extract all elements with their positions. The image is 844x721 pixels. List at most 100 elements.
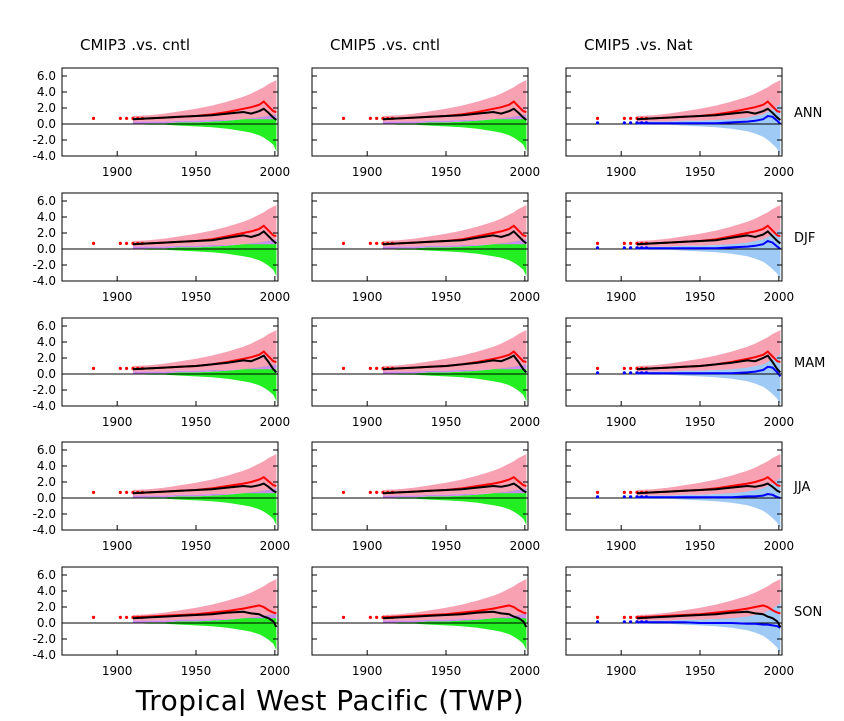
panel-frame bbox=[61, 317, 279, 407]
panel-frame bbox=[565, 566, 783, 656]
overlap-envelope bbox=[382, 114, 527, 124]
early-point-red bbox=[118, 241, 122, 245]
column-title: CMIP3 .vs. cntl bbox=[80, 36, 190, 54]
y-tick-label: -2.0 bbox=[33, 383, 56, 397]
early-point-blue bbox=[629, 495, 633, 499]
column-title: CMIP5 .vs. Nat bbox=[584, 36, 693, 54]
observed-trend-line bbox=[132, 354, 278, 374]
y-tick-label: -4.0 bbox=[33, 274, 56, 288]
panel-djf-col2: 1900 1950 2000 bbox=[311, 192, 541, 304]
y-tick-label: 0.0 bbox=[37, 616, 56, 630]
x-tick-label: 1900 bbox=[102, 664, 133, 678]
early-point-red bbox=[125, 490, 129, 494]
x-tick-label: 2000 bbox=[260, 415, 291, 429]
y-tick-label: 2.0 bbox=[37, 101, 56, 115]
overlap-envelope bbox=[382, 488, 527, 498]
early-point-red bbox=[368, 241, 372, 245]
forced-envelope bbox=[636, 454, 781, 496]
panel-ann-col3: 1900 1950 2000 ANN bbox=[565, 67, 822, 179]
early-point-red bbox=[91, 366, 96, 370]
y-tick-label: 0.0 bbox=[37, 242, 56, 256]
panel-jja-col1: -4.0 -2.0 0.0 2.0 4.0 6.0 1900 1950 2000 bbox=[33, 441, 290, 553]
y-tick-label: 6.0 bbox=[37, 194, 56, 208]
early-point-red bbox=[595, 615, 600, 620]
x-tick-label: 1950 bbox=[685, 415, 716, 429]
x-tick-label: 1950 bbox=[431, 539, 462, 553]
early-point-red bbox=[368, 366, 372, 370]
row-label: DJF bbox=[794, 231, 815, 246]
forced-envelope bbox=[382, 80, 527, 122]
x-tick-label: 1900 bbox=[352, 539, 383, 553]
observed-trend-line bbox=[132, 230, 278, 246]
x-tick-label: 1950 bbox=[685, 165, 716, 179]
x-tick-label: 2000 bbox=[510, 165, 541, 179]
x-tick-label: 1900 bbox=[606, 165, 637, 179]
x-tick-label: 1950 bbox=[431, 165, 462, 179]
x-tick-label: 1900 bbox=[102, 290, 133, 304]
panel-frame bbox=[311, 317, 529, 407]
y-tick-label: -2.0 bbox=[33, 133, 56, 147]
x-tick-label: 1950 bbox=[431, 415, 462, 429]
y-tick-label: -2.0 bbox=[33, 507, 56, 521]
y-tick-label: 2.0 bbox=[37, 351, 56, 365]
x-tick-label: 1950 bbox=[685, 290, 716, 304]
x-tick-label: 2000 bbox=[260, 664, 291, 678]
overlap-envelope bbox=[382, 364, 527, 374]
early-point-blue bbox=[595, 495, 600, 499]
x-tick-label: 1950 bbox=[685, 539, 716, 553]
observed-trend-line bbox=[636, 610, 782, 628]
early-point-red bbox=[125, 241, 129, 245]
forced-envelope bbox=[382, 454, 527, 496]
early-point-red bbox=[629, 615, 633, 620]
early-point-blue bbox=[629, 620, 633, 624]
y-tick-label: 6.0 bbox=[37, 443, 56, 457]
early-point-red bbox=[595, 241, 600, 245]
early-point-red bbox=[622, 615, 626, 620]
x-tick-label: 1950 bbox=[181, 664, 212, 678]
y-tick-label: 2.0 bbox=[37, 600, 56, 614]
natural-mean-line bbox=[636, 239, 782, 250]
x-tick-label: 2000 bbox=[510, 290, 541, 304]
x-tick-label: 1900 bbox=[102, 415, 133, 429]
forced-envelope bbox=[132, 80, 277, 122]
early-point-blue bbox=[595, 371, 600, 375]
y-tick-label: 6.0 bbox=[37, 69, 56, 83]
panel-frame bbox=[311, 566, 529, 656]
early-point-red bbox=[125, 615, 129, 620]
early-point-blue bbox=[622, 121, 626, 125]
observed-trend-line bbox=[382, 610, 528, 628]
x-tick-label: 2000 bbox=[510, 415, 541, 429]
y-tick-label: 6.0 bbox=[37, 568, 56, 582]
early-point-red bbox=[595, 116, 600, 120]
natural-envelope bbox=[636, 104, 781, 155]
natural-envelope bbox=[636, 603, 781, 654]
forced-envelope bbox=[382, 579, 527, 621]
overlap-envelope bbox=[132, 488, 277, 498]
x-tick-label: 1900 bbox=[606, 664, 637, 678]
early-point-red bbox=[595, 490, 600, 494]
natural-mean-line bbox=[636, 492, 781, 499]
early-point-red bbox=[375, 366, 379, 370]
panel-frame bbox=[61, 192, 279, 282]
forced-envelope bbox=[636, 579, 781, 621]
x-tick-label: 2000 bbox=[510, 664, 541, 678]
early-point-red bbox=[629, 366, 633, 370]
x-tick-label: 2000 bbox=[764, 664, 795, 678]
y-tick-label: 4.0 bbox=[37, 85, 56, 99]
y-tick-label: -2.0 bbox=[33, 632, 56, 646]
x-tick-label: 1900 bbox=[606, 415, 637, 429]
early-point-red bbox=[91, 116, 96, 120]
row-label: SON bbox=[794, 605, 822, 620]
early-point-red bbox=[595, 366, 600, 370]
x-tick-label: 1900 bbox=[102, 539, 133, 553]
forced-envelope bbox=[132, 454, 277, 496]
x-tick-label: 2000 bbox=[764, 290, 795, 304]
forced-envelope bbox=[636, 80, 781, 122]
early-point-blue bbox=[629, 371, 633, 375]
panel-frame bbox=[311, 441, 529, 531]
x-tick-label: 1900 bbox=[102, 165, 133, 179]
early-point-red bbox=[341, 366, 346, 370]
y-tick-label: 0.0 bbox=[37, 367, 56, 381]
observed-trend-line bbox=[636, 354, 782, 374]
